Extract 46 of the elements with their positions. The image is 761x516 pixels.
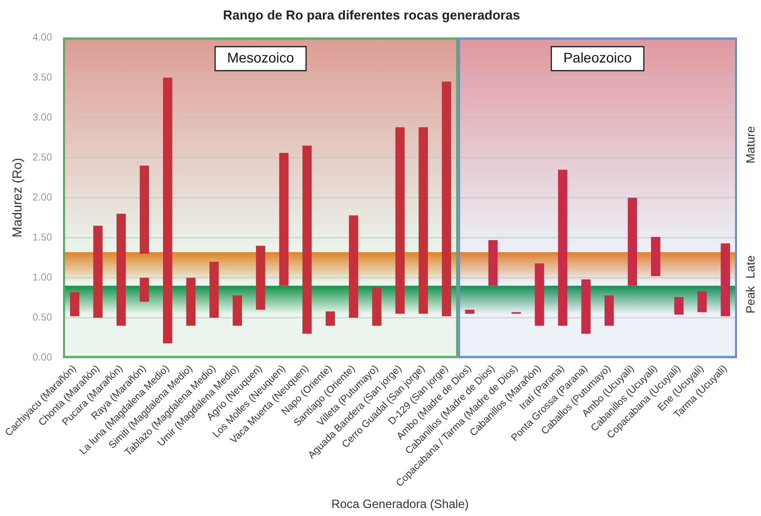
bar [488, 240, 498, 286]
y-tick-label: 0.00 [32, 352, 52, 364]
bar [186, 278, 196, 326]
bar [418, 127, 428, 314]
y-tick-label: 2.50 [32, 152, 52, 164]
bar [70, 292, 80, 316]
band-label: Peak [743, 285, 758, 314]
bar [279, 152, 288, 286]
bar [348, 215, 358, 318]
y-tick-label: 3.50 [32, 72, 52, 84]
bar [442, 82, 452, 316]
band-label: Late [743, 254, 758, 279]
bar [465, 310, 474, 314]
y-tick-label: 0.50 [32, 312, 52, 324]
bar [651, 236, 660, 276]
band-label: Mature [743, 126, 758, 164]
y-tick-label: 3.00 [32, 112, 52, 124]
bar [628, 198, 638, 286]
chart-title: Rango de Ro para diferentes rocas generadoras [223, 7, 520, 22]
y-axis-title: Madurez (Ro) [9, 158, 24, 238]
y-tick-label: 1.50 [32, 232, 52, 244]
bar [256, 246, 266, 310]
bar [395, 127, 405, 314]
bar [534, 263, 544, 326]
y-tick-label: 2.00 [32, 192, 52, 204]
bar [140, 278, 150, 302]
bar [604, 295, 614, 326]
bar [372, 287, 382, 326]
bar [232, 295, 242, 326]
bar [697, 291, 707, 312]
bar [209, 262, 219, 318]
bar [116, 214, 126, 326]
x-axis-title: Roca Generadora (Shale) [331, 497, 469, 512]
band-label: Mesozoico [227, 49, 294, 66]
bar [162, 78, 172, 344]
y-tick-label: 1.00 [32, 272, 52, 284]
bar [674, 296, 684, 315]
band-label: Paleozoico [563, 49, 632, 66]
bar [93, 226, 103, 318]
bar [581, 279, 591, 334]
bar [558, 170, 568, 326]
bar [140, 166, 150, 254]
bar [720, 243, 730, 316]
bar [302, 146, 312, 334]
y-tick-label: 4.00 [32, 32, 52, 44]
bar [326, 311, 335, 326]
